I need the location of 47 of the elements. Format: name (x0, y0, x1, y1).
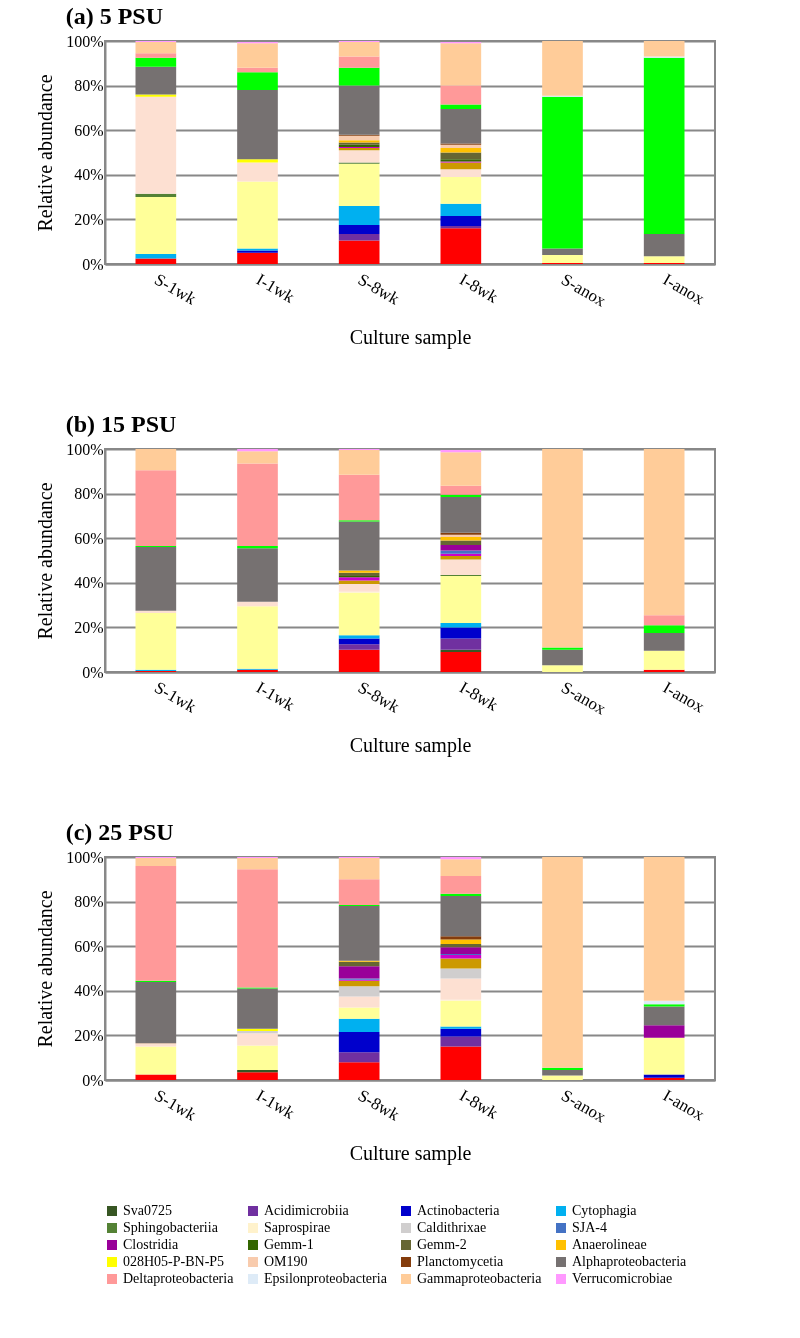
x-axis-title: Culture sample (349, 325, 472, 349)
legend-label: Alphaproteobacteria (572, 1254, 688, 1269)
y-tick-label: 60% (74, 529, 104, 547)
y-tick-label: 40% (74, 166, 104, 184)
y-tick-label: 40% (74, 574, 104, 592)
legend-label: Clostridia (123, 1237, 180, 1252)
y-axis-title: Relative abundance (34, 890, 57, 1048)
legend-label: Gammaproteobacteria (417, 1271, 543, 1286)
y-tick-label: 20% (74, 618, 104, 636)
y-tick-label: 0% (82, 663, 104, 681)
y-tick-label: 80% (74, 485, 104, 503)
legend-label: OM190 (264, 1254, 308, 1269)
legend-label: Saprospirae (264, 1220, 331, 1235)
y-tick-label: 40% (74, 982, 104, 1000)
chart-title: (b) 15 PSU (65, 411, 177, 437)
legend-label: Gemm-2 (417, 1237, 467, 1252)
y-tick-label: 0% (82, 255, 104, 273)
y-tick-label: 80% (74, 893, 104, 911)
legend-label: SJA-4 (572, 1220, 608, 1235)
y-axis-title: Relative abundance (34, 482, 57, 640)
y-tick-label: 60% (74, 121, 104, 139)
y-tick-label: 60% (74, 937, 104, 955)
y-tick-label: 20% (74, 210, 104, 228)
legend-label: Sphingobacteriia (123, 1220, 219, 1235)
y-tick-label: 80% (74, 77, 104, 95)
legend-label: Actinobacteria (417, 1203, 501, 1218)
legend-label: Verrucomicrobiae (572, 1271, 673, 1286)
legend-label: Acidimicrobiia (264, 1203, 350, 1218)
legend-label: Planctomycetia (417, 1254, 505, 1269)
x-axis-title: Culture sample (349, 1141, 472, 1165)
legend-label: Caldithrixae (417, 1220, 487, 1235)
legend-label: Gemm-1 (264, 1237, 314, 1252)
legend-label: Epsilonproteobacteria (264, 1271, 388, 1286)
x-axis-title: Culture sample (349, 733, 472, 757)
y-tick-label: 100% (66, 440, 104, 458)
y-tick-label: 0% (82, 1071, 104, 1089)
legend-label: Sva0725 (123, 1203, 172, 1218)
chart-title: (c) 25 PSU (65, 819, 174, 845)
y-tick-label: 100% (66, 32, 104, 50)
legend-label: Cytophagia (572, 1203, 638, 1218)
legend-label: Anaerolineae (572, 1237, 647, 1252)
y-tick-label: 20% (74, 1026, 104, 1044)
y-tick-label: 100% (66, 848, 104, 866)
legend-label: 028H05-P-BN-P5 (123, 1254, 225, 1269)
chart-title: (a) 5 PSU (65, 3, 163, 29)
legend-label: Deltaproteobacteria (123, 1271, 235, 1286)
y-axis-title: Relative abundance (34, 74, 57, 232)
